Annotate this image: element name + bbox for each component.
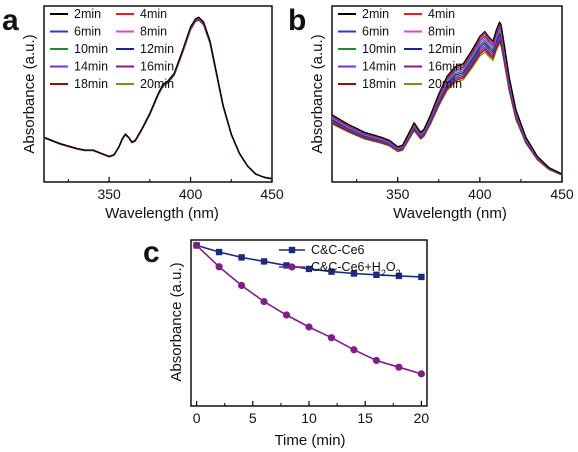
- series-line-2min: [331, 21, 563, 175]
- legend-label: C&C-Ce6: [311, 243, 365, 257]
- legend-label: 18min: [74, 77, 108, 91]
- legend-label: 4min: [428, 7, 455, 21]
- panel-c-ylabel: Absorbance (a.u.): [168, 262, 185, 381]
- data-point-square: [238, 254, 245, 261]
- legend-label: 16min: [140, 60, 174, 74]
- legend-label: 20min: [428, 77, 462, 91]
- data-point-circle: [215, 263, 223, 271]
- x-tick-label: 0: [193, 410, 201, 426]
- x-tick-label: 15: [357, 410, 373, 426]
- panel-b-xlabel: Wavelength (nm): [393, 205, 507, 222]
- legend-label: 12min: [428, 42, 462, 56]
- legend-label: 6min: [362, 25, 389, 39]
- legend-marker: [288, 263, 296, 271]
- legend-label: 6min: [74, 25, 101, 39]
- x-tick-label: 350: [97, 186, 121, 202]
- data-point-circle: [193, 241, 201, 249]
- data-point-circle: [350, 346, 358, 354]
- legend-label: 10min: [362, 42, 396, 56]
- series-line-14min: [331, 35, 563, 176]
- x-tick-label: 450: [260, 186, 284, 202]
- panel-a-letter: a: [2, 4, 19, 37]
- x-tick-label: 400: [179, 186, 203, 202]
- data-point-circle: [237, 281, 246, 290]
- x-tick-label: 10: [301, 410, 317, 426]
- legend-label: 8min: [428, 25, 455, 39]
- data-point-circle: [395, 363, 403, 371]
- panel-b-letter: b: [288, 4, 306, 37]
- legend-label: 18min: [362, 77, 396, 91]
- x-tick-label: 5: [249, 410, 257, 426]
- data-point-circle: [282, 311, 291, 319]
- legend-label: 2min: [362, 7, 389, 21]
- panel-a-chart: 350 400 450 2min 4min 6min 8min 10min 12min 14min…: [43, 5, 284, 202]
- legend-label: 20min: [140, 77, 174, 91]
- panel-c-xlabel: Time (min): [274, 432, 345, 449]
- legend-label: 14min: [74, 60, 108, 74]
- legend-label: 2min: [74, 7, 101, 21]
- legend-label: 12min: [140, 42, 174, 56]
- data-point-circle: [372, 356, 381, 365]
- legend-label: 14min: [362, 60, 396, 74]
- x-tick-label: 400: [468, 186, 492, 202]
- panel-a-xlabel: Wavelength (nm): [105, 205, 219, 222]
- data-point-square: [350, 270, 358, 277]
- legend-marker: [288, 246, 296, 254]
- panel-a-ylabel: Absorbance (a.u.): [21, 34, 38, 153]
- data-point-circle: [417, 370, 425, 378]
- plot-frame: [43, 5, 273, 183]
- data-point-square: [328, 268, 335, 275]
- data-point-circle: [305, 323, 313, 331]
- data-point-square: [260, 258, 268, 265]
- data-point-square: [215, 248, 223, 256]
- data-point-square: [305, 265, 313, 273]
- panel-c-chart: 0 5 10 15 20 C&C-Ce6 C&C-Ce6+H2O2: [190, 239, 430, 426]
- data-point-square: [373, 271, 380, 279]
- legend-label: 10min: [74, 42, 108, 56]
- panel-c-letter: c: [143, 236, 160, 269]
- legend-label: 4min: [140, 7, 167, 21]
- x-tick-label: 350: [386, 186, 410, 202]
- legend-label: 8min: [140, 25, 167, 39]
- data-point-circle: [260, 297, 268, 306]
- legend-label: C&C-Ce6+H2O2: [311, 260, 401, 278]
- data-point-circle: [327, 334, 336, 342]
- plot-frame: [331, 5, 563, 183]
- series-line-2min: [43, 16, 273, 180]
- data-point-square: [395, 272, 403, 280]
- data-point-square: [283, 262, 290, 269]
- data-point-square: [418, 273, 425, 281]
- x-tick-label: 20: [414, 410, 430, 426]
- panel-b-chart: 350 400 450 2min 4min 6min 8min 10min 12min 14min…: [331, 5, 574, 202]
- x-tick-label: 450: [550, 186, 574, 202]
- legend-label: 16min: [428, 60, 462, 74]
- panel-b-ylabel: Absorbance (a.u.): [309, 34, 326, 153]
